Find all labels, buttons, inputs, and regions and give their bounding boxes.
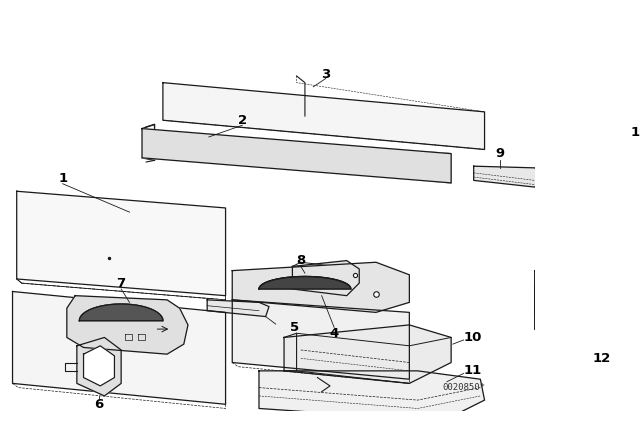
Text: 0020850*: 0020850* <box>442 383 485 392</box>
Text: 3: 3 <box>321 68 330 81</box>
Text: 2: 2 <box>237 114 247 127</box>
Polygon shape <box>259 371 484 421</box>
Polygon shape <box>232 300 410 379</box>
Text: 4: 4 <box>330 327 339 340</box>
Text: 1: 1 <box>58 172 67 185</box>
Polygon shape <box>67 296 188 354</box>
Text: 11: 11 <box>463 364 482 377</box>
Text: 10: 10 <box>463 331 482 344</box>
Polygon shape <box>568 158 616 185</box>
Polygon shape <box>232 262 410 312</box>
Polygon shape <box>77 337 121 396</box>
Polygon shape <box>284 325 451 383</box>
Polygon shape <box>84 346 115 386</box>
Text: 9: 9 <box>495 147 504 160</box>
Text: 8: 8 <box>296 254 305 267</box>
Polygon shape <box>292 261 359 296</box>
Polygon shape <box>207 300 269 317</box>
Text: 7: 7 <box>116 277 125 290</box>
Text: 12: 12 <box>593 352 611 365</box>
Text: 6: 6 <box>94 398 103 411</box>
Polygon shape <box>534 256 640 344</box>
Polygon shape <box>259 276 351 289</box>
Polygon shape <box>17 191 225 296</box>
Polygon shape <box>552 133 627 195</box>
Text: 5: 5 <box>289 321 299 334</box>
Polygon shape <box>13 292 225 404</box>
Polygon shape <box>474 166 543 187</box>
Text: 13: 13 <box>631 126 640 139</box>
Polygon shape <box>142 129 451 183</box>
Polygon shape <box>79 304 163 321</box>
Polygon shape <box>163 82 484 150</box>
